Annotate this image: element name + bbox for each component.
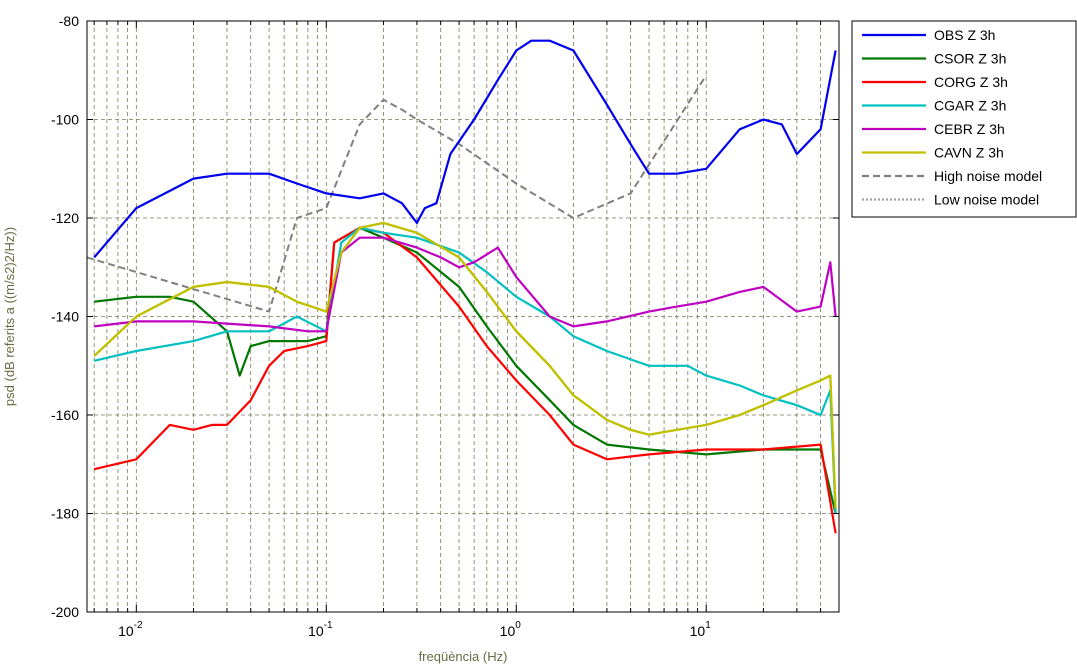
series-line-obs-z-3h (93, 39, 837, 259)
axes: -80 -100 -120 -140 -160 -180 -200 10-2 10-1 100 10… (51, 13, 840, 639)
series-line-cavn-z-3h (93, 221, 837, 509)
legend-label: CAVN Z 3h (934, 145, 1004, 161)
x-tick-label: 101 (690, 620, 712, 639)
series-line-cebr-z-3h (94, 236, 837, 333)
y-axis-label: psd (dB referits a ((m/s2)2/Hz)) (2, 227, 17, 406)
legend-label: Low noise model (934, 192, 1039, 208)
y-tick-label: -160 (51, 407, 79, 423)
legend-box (851, 20, 1077, 218)
x-tick-label: 10-1 (308, 620, 333, 639)
legend-label: OBS Z 3h (934, 27, 995, 43)
legend-label: CEBR Z 3h (934, 121, 1005, 137)
legend-label: High noise model (934, 168, 1042, 184)
y-tick-label: -120 (51, 210, 79, 226)
x-tick-label: 10-2 (118, 620, 143, 639)
legend-label: CSOR Z 3h (934, 51, 1006, 67)
y-tick-label: -200 (51, 604, 79, 620)
series-line-cgar-z-3h (93, 226, 837, 514)
legend: OBS Z 3h CSOR Z 3h CORG Z 3h CGAR Z 3h CEBR … (851, 20, 1077, 218)
legend-label: CORG Z 3h (934, 74, 1008, 90)
series-layer (86, 39, 837, 534)
legend-label: CGAR Z 3h (934, 98, 1006, 114)
x-tick-label: 100 (500, 620, 522, 639)
y-tick-label: -80 (59, 13, 79, 29)
y-tick-label: -100 (51, 112, 79, 128)
y-tick-label: -180 (51, 506, 79, 522)
series-line-csor-z-3h (94, 226, 837, 514)
y-tick-label: -140 (51, 309, 79, 325)
x-axis-label: freqüència (Hz) (419, 649, 508, 664)
series-line-high-noise-model (86, 74, 708, 313)
